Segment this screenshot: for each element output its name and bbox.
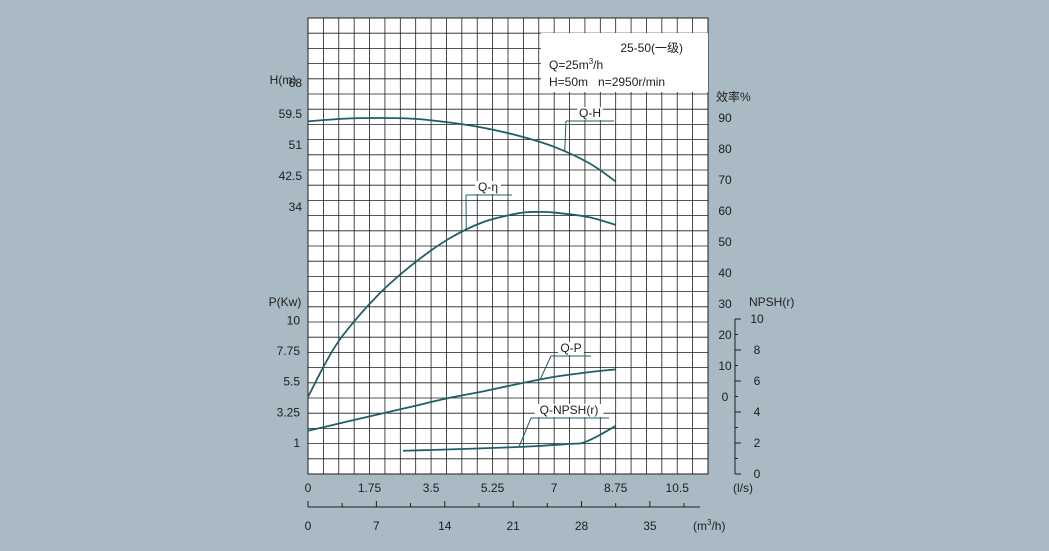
- efficiency-axis-label: 效率%: [716, 89, 751, 104]
- info-flow-prefix: Q=25m: [549, 58, 589, 72]
- head-tick-label: 42.5: [279, 169, 303, 183]
- curves: Q-H Q-η Q-P Q-NPSH(r): [307, 106, 617, 452]
- npsh-tick-label: 2: [754, 436, 761, 450]
- info-model: 25-50(一级): [620, 41, 683, 55]
- series-label-q-npsh-r: Q-NPSH(r): [540, 403, 599, 417]
- efficiency-tick-label: 0: [722, 390, 729, 404]
- x-tick-label: 3.5: [423, 481, 440, 495]
- info-head-speed: H=50m n=2950r/min: [549, 75, 665, 89]
- power-tick-label: 10: [287, 313, 301, 327]
- efficiency-tick-label: 40: [718, 266, 732, 280]
- head-tick-label: 68: [289, 76, 303, 90]
- leader-line: [539, 355, 552, 380]
- info-flow: Q=25m3/h: [549, 57, 603, 72]
- x2-unit-prefix: (m: [693, 519, 707, 533]
- series-label-q-p: Q-P: [560, 341, 581, 355]
- power-axis-label: P(Kw): [269, 295, 302, 309]
- x2-tick-label: 35: [643, 519, 657, 533]
- npsh-tick-label: 0: [754, 467, 761, 481]
- efficiency-tick-label: 50: [718, 235, 732, 249]
- x2-tick-label: 21: [506, 519, 520, 533]
- npsh-axis-label: NPSH(r): [749, 295, 794, 309]
- grid: [307, 17, 709, 475]
- curve-q-npsh-r: [402, 425, 617, 452]
- npsh-tick-label: 4: [754, 405, 761, 419]
- x2-unit-sup: 3: [707, 518, 712, 527]
- series-label-bg: [475, 181, 501, 194]
- plot-border: [307, 17, 709, 475]
- info-flow-sup: 3: [589, 57, 594, 66]
- x2-tick-label: 14: [438, 519, 452, 533]
- x-tick-label: 7: [551, 481, 558, 495]
- npsh-tick-label: 8: [754, 343, 761, 357]
- efficiency-tick-label: 60: [718, 204, 732, 218]
- efficiency-tick-label: 70: [718, 173, 732, 187]
- series-label-q-h: Q-H: [579, 106, 601, 120]
- labels: 3442.55159.56813.255.57.7510010203040506…: [277, 76, 764, 533]
- power-tick-label: 3.25: [277, 405, 301, 419]
- series-label-bg: [558, 342, 584, 355]
- x2-unit-suffix: /h): [711, 519, 725, 533]
- head-tick-label: 34: [289, 200, 303, 214]
- leader-line: [518, 417, 532, 448]
- head-tick-label: 59.5: [279, 107, 303, 121]
- power-tick-label: 1: [293, 436, 300, 450]
- efficiency-tick-label: 10: [718, 359, 732, 373]
- efficiency-tick-label: 80: [718, 142, 732, 156]
- head-axis-label: H(m): [270, 73, 297, 87]
- x-tick-label: 5.25: [481, 481, 505, 495]
- x-tick-label: 10.5: [666, 481, 690, 495]
- x-axis-unit: (l/s): [733, 481, 753, 495]
- efficiency-tick-label: 30: [718, 297, 732, 311]
- efficiency-tick-label: 20: [718, 328, 732, 342]
- x-tick-label: 1.75: [358, 481, 382, 495]
- efficiency-tick-label: 90: [718, 111, 732, 125]
- head-tick-label: 51: [289, 138, 303, 152]
- power-tick-label: 5.5: [283, 375, 300, 389]
- curve-q-h: [307, 117, 617, 183]
- series-label-bg: [577, 107, 603, 120]
- info-box: 25-50(一级) Q=25m3/h H=50m n=2950r/min: [541, 33, 708, 92]
- power-tick-label: 7.75: [277, 344, 301, 358]
- x-tick-label: 8.75: [604, 481, 628, 495]
- curve-q-p: [307, 368, 616, 432]
- x2-tick-label: 0: [305, 519, 312, 533]
- series-label-bg: [534, 404, 604, 417]
- x-tick-label: 0: [305, 481, 312, 495]
- npsh-tick-label: 6: [754, 374, 761, 388]
- npsh-tick-label: 10: [750, 312, 764, 326]
- x2-tick-label: 28: [575, 519, 589, 533]
- info-flow-suffix: /h: [593, 58, 603, 72]
- x2-tick-label: 7: [373, 519, 380, 533]
- series-label-q: Q-η: [478, 180, 498, 194]
- info-box-background: [541, 33, 708, 92]
- leader-line: [564, 120, 567, 152]
- x2-axis-unit: (m3/h): [693, 518, 725, 533]
